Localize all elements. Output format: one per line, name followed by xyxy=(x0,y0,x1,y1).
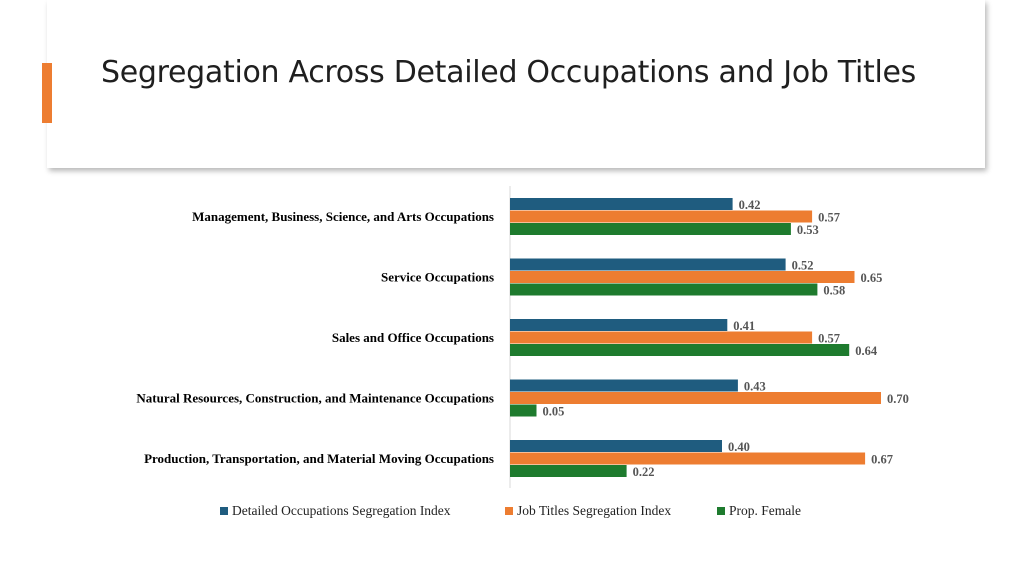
bar xyxy=(510,271,855,283)
legend-item: Job Titles Segregation Index xyxy=(505,503,671,519)
bar xyxy=(510,331,813,344)
bar xyxy=(510,404,537,417)
data-label: 0.52 xyxy=(792,259,814,273)
category-label: Production, Transportation, and Material… xyxy=(144,451,494,466)
legend-swatch xyxy=(220,507,228,515)
title-card xyxy=(47,0,985,168)
title-accent-bar xyxy=(42,63,52,123)
data-label: 0.43 xyxy=(744,380,766,394)
legend-label: Detailed Occupations Segregation Index xyxy=(232,503,451,518)
data-label: 0.65 xyxy=(861,271,883,285)
bar xyxy=(510,392,881,404)
bar xyxy=(510,319,728,331)
data-label: 0.57 xyxy=(818,332,840,346)
category-label: Management, Business, Science, and Arts … xyxy=(192,209,494,224)
data-label: 0.70 xyxy=(887,392,909,406)
category-label: Sales and Office Occupations xyxy=(332,330,494,345)
bar xyxy=(510,198,733,210)
legend-swatch xyxy=(505,507,513,515)
bar xyxy=(510,452,866,465)
slide-title: Segregation Across Detailed Occupations … xyxy=(101,55,916,90)
data-label: 0.57 xyxy=(818,211,840,225)
bar xyxy=(510,440,722,452)
data-label: 0.42 xyxy=(739,198,761,212)
bar xyxy=(510,223,791,235)
chart-legend: Detailed Occupations Segregation Index Jo… xyxy=(0,503,1024,523)
category-label: Natural Resources, Construction, and Mai… xyxy=(136,391,494,406)
bar xyxy=(510,465,627,477)
data-label: 0.53 xyxy=(797,223,819,237)
bar xyxy=(510,283,818,296)
bar xyxy=(510,344,850,356)
category-label: Service Occupations xyxy=(381,270,494,285)
data-label: 0.58 xyxy=(823,284,845,298)
legend-item: Prop. Female xyxy=(717,503,801,519)
legend-label: Job Titles Segregation Index xyxy=(517,503,672,518)
data-label: 0.40 xyxy=(728,440,750,454)
data-label: 0.41 xyxy=(733,319,755,333)
bar xyxy=(510,210,813,223)
legend-label: Prop. Female xyxy=(729,503,801,518)
legend-swatch xyxy=(717,507,725,515)
data-label: 0.05 xyxy=(543,405,565,419)
data-label: 0.64 xyxy=(855,344,878,358)
data-label: 0.22 xyxy=(633,465,655,479)
data-label: 0.67 xyxy=(871,453,893,467)
bar xyxy=(510,379,738,392)
legend-item: Detailed Occupations Segregation Index xyxy=(220,503,451,519)
bar xyxy=(510,258,786,271)
